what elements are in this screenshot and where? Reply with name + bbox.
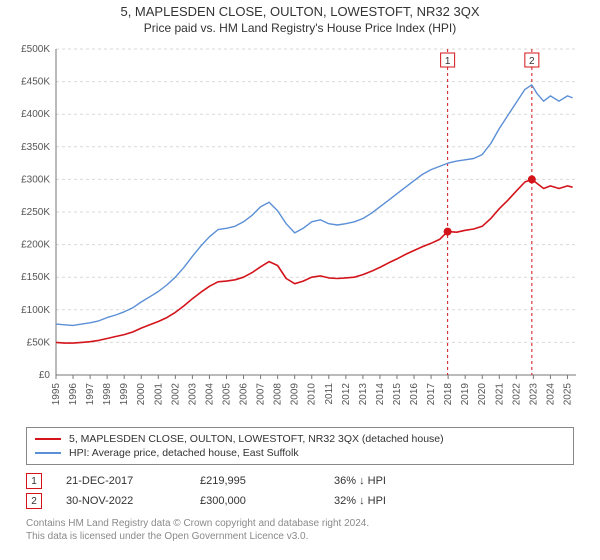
x-tick-label: 1996 xyxy=(68,383,79,406)
chart-titles: 5, MAPLESDEN CLOSE, OULTON, LOWESTOFT, N… xyxy=(0,0,600,35)
x-tick-label: 2024 xyxy=(545,383,556,406)
x-tick-label: 2017 xyxy=(426,383,437,406)
x-tick-label: 2001 xyxy=(153,383,164,406)
x-tick-label: 2003 xyxy=(187,383,198,406)
chart-svg: £0 £50K £100K £150K £200K £250K £300K £350K £400… xyxy=(10,41,590,421)
x-tick-label: 1995 xyxy=(51,383,62,406)
marker-table-delta: 32% ↓ HPI xyxy=(334,495,444,507)
x-tick-label: 2022 xyxy=(511,383,522,406)
marker-dot xyxy=(528,175,536,183)
marker-table-price: £300,000 xyxy=(200,495,310,507)
y-tick-label: £50K xyxy=(27,337,51,348)
x-tick-label: 1999 xyxy=(119,383,130,406)
x-tick-label: 2019 xyxy=(460,383,471,406)
marker-table: 1 21-DEC-2017 £219,995 36% ↓ HPI 2 30-NOV-202… xyxy=(26,471,574,511)
x-tick-label: 2014 xyxy=(375,383,386,406)
x-tick-label: 2006 xyxy=(239,383,250,406)
marker-table-date: 30-NOV-2022 xyxy=(66,495,176,507)
y-tick-label: £350K xyxy=(21,142,50,153)
marker-table-delta: 36% ↓ HPI xyxy=(334,475,444,487)
marker-table-badge: 2 xyxy=(26,493,42,509)
x-tick-label: 2023 xyxy=(528,383,539,406)
x-tick-label: 2013 xyxy=(358,383,369,406)
marker-table-price: £219,995 xyxy=(200,475,310,487)
marker-badge-label: 2 xyxy=(529,56,535,67)
x-tick-label: 2005 xyxy=(221,383,232,406)
legend-swatch xyxy=(35,452,61,454)
x-tick-label: 2008 xyxy=(273,383,284,406)
footer-line-1: Contains HM Land Registry data © Crown c… xyxy=(26,517,574,530)
x-tick-label: 2007 xyxy=(256,383,267,406)
legend-label: HPI: Average price, detached house, East… xyxy=(69,447,299,459)
y-tick-label: £450K xyxy=(21,77,50,88)
x-tick-label: 1997 xyxy=(85,383,96,406)
marker-table-date: 21-DEC-2017 xyxy=(66,475,176,487)
y-tick-label: £150K xyxy=(21,272,50,283)
x-tick-label: 2012 xyxy=(341,383,352,406)
y-tick-label: £400K xyxy=(21,109,50,120)
chart-subtitle: Price paid vs. HM Land Registry's House … xyxy=(0,21,600,35)
legend-row: 5, MAPLESDEN CLOSE, OULTON, LOWESTOFT, N… xyxy=(35,432,565,446)
footer-line-2: This data is licensed under the Open Gov… xyxy=(26,530,574,543)
x-tick-label: 2004 xyxy=(204,383,215,406)
legend-row: HPI: Average price, detached house, East… xyxy=(35,446,565,460)
x-tick-label: 2018 xyxy=(443,383,454,406)
marker-table-row: 1 21-DEC-2017 £219,995 36% ↓ HPI xyxy=(26,471,574,491)
marker-dot xyxy=(444,228,452,236)
x-tick-label: 2009 xyxy=(290,383,301,406)
y-tick-label: £300K xyxy=(21,174,50,185)
x-tick-label: 2002 xyxy=(170,383,181,406)
marker-table-badge: 1 xyxy=(26,473,42,489)
x-tick-label: 2020 xyxy=(477,383,488,406)
chart-area: £0 £50K £100K £150K £200K £250K £300K £350K £400… xyxy=(10,41,590,421)
y-tick-label: £100K xyxy=(21,305,50,316)
legend: 5, MAPLESDEN CLOSE, OULTON, LOWESTOFT, N… xyxy=(26,427,574,465)
x-tick-label: 2016 xyxy=(409,383,420,406)
x-tick-label: 2011 xyxy=(324,383,335,405)
y-tick-label: £0 xyxy=(39,370,51,381)
legend-label: 5, MAPLESDEN CLOSE, OULTON, LOWESTOFT, N… xyxy=(69,433,444,445)
x-tick-label: 2010 xyxy=(307,383,318,406)
y-tick-label: £250K xyxy=(21,207,50,218)
x-tick-label: 2015 xyxy=(392,383,403,406)
x-tick-label: 1998 xyxy=(102,383,113,406)
chart-title: 5, MAPLESDEN CLOSE, OULTON, LOWESTOFT, N… xyxy=(0,4,600,19)
y-tick-label: £200K xyxy=(21,240,50,251)
marker-badge-label: 1 xyxy=(445,56,451,67)
x-tick-label: 2021 xyxy=(494,383,505,406)
legend-swatch xyxy=(35,438,61,440)
x-tick-label: 2000 xyxy=(136,383,147,406)
x-tick-label: 2025 xyxy=(562,383,573,406)
footer-note: Contains HM Land Registry data © Crown c… xyxy=(26,517,574,543)
y-tick-label: £500K xyxy=(21,44,50,55)
marker-table-row: 2 30-NOV-2022 £300,000 32% ↓ HPI xyxy=(26,491,574,511)
